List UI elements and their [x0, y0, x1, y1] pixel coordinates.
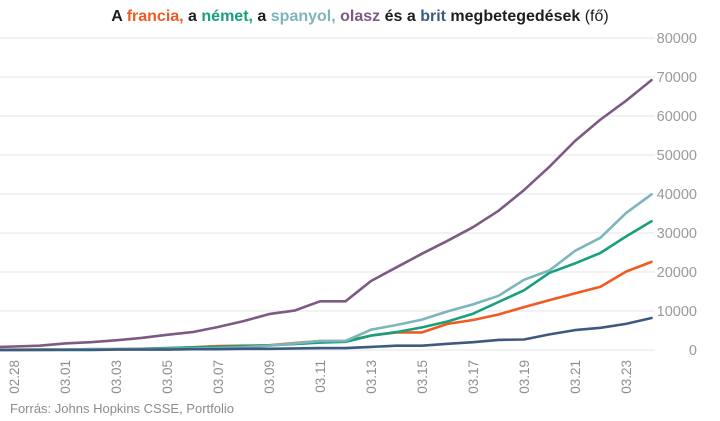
x-tick-label: 03.15: [415, 360, 430, 394]
series-line-francia: [0, 260, 653, 352]
y-tick-label: 30000: [657, 226, 697, 242]
x-tick-label: 03.11: [313, 360, 328, 393]
series-line-nemet: [0, 220, 653, 352]
y-tick-label: 70000: [657, 70, 697, 86]
title-text: a: [252, 8, 271, 25]
x-tick-label: 03.13: [364, 360, 379, 394]
y-axis: 0 10000 20000 30000 40000 50000 60000 70000 8000…: [657, 31, 697, 359]
y-tick-label: 10000: [657, 304, 697, 320]
x-tick-label: 03.21: [568, 360, 583, 394]
x-tick-label: 03.19: [517, 360, 532, 394]
title-punctuation: ,: [179, 8, 184, 25]
title-series-name: spanyol: [270, 8, 332, 25]
y-tick-label: 60000: [657, 109, 697, 125]
title-unit: (fő): [584, 8, 609, 25]
title-text: megbetegedések: [445, 8, 585, 25]
series-line-olasz: [0, 78, 653, 349]
source-note: Forrás: Johns Hopkins CSSE, Portfolio: [10, 401, 234, 416]
title-punctuation: ,: [248, 8, 253, 25]
title-series-name: francia: [126, 8, 180, 25]
title-series-word-spanyol: spanyol,: [271, 8, 336, 25]
x-tick-label: 03.07: [211, 360, 226, 394]
x-tick-label: 03.09: [262, 360, 277, 394]
x-tick-label: 03.05: [160, 360, 175, 394]
series-lines: [0, 78, 653, 352]
y-tick-label: 40000: [657, 187, 697, 203]
title-punctuation: ,: [331, 8, 336, 25]
y-tick-label: 20000: [657, 265, 697, 281]
x-axis: 02.28 03.01 03.03 03.05 03.07 03.09 03.11 03.13…: [7, 360, 634, 394]
y-tick-label: 50000: [657, 148, 697, 164]
y-tick-label: 0: [689, 343, 697, 359]
x-tick-label: 03.23: [619, 360, 634, 394]
title-text: A: [111, 8, 127, 25]
title-series-word-olasz: olasz: [340, 8, 380, 25]
x-tick-label: 03.01: [58, 360, 73, 394]
title-series-name: brit: [420, 8, 446, 25]
y-tick-label: 80000: [657, 31, 697, 47]
title-text: a: [183, 8, 202, 25]
chart-title: A francia, a német, a spanyol, olasz és …: [0, 6, 720, 28]
x-tick-label: 03.17: [466, 360, 481, 394]
gridlines: [0, 37, 655, 351]
title-series-word-brit: brit: [420, 8, 446, 25]
title-series-word-nemet: német,: [201, 8, 253, 25]
title-series-name: olasz: [340, 8, 381, 25]
title-series-name: német: [201, 8, 249, 25]
title-text: és a: [380, 8, 421, 25]
series-line-brit: [0, 316, 653, 352]
x-tick-label: 03.03: [109, 360, 124, 394]
x-tick-label: 02.28: [7, 360, 22, 394]
title-series-word-francia: francia,: [127, 8, 184, 25]
